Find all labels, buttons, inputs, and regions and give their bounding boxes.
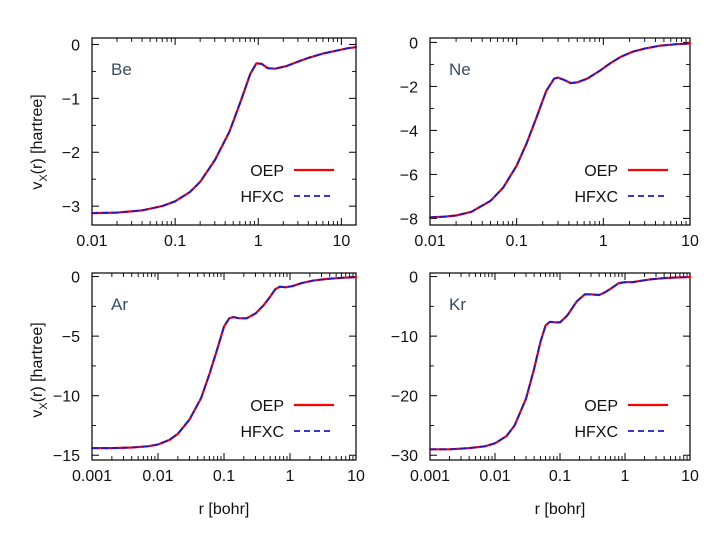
panel-kr: 0.001 0.01 0.1 1 10 0 −10 −20 −30 Kr OEP HFXC — [391, 270, 699, 485]
oep-series-line — [428, 275, 692, 451]
x-tick-label: 0.01 — [76, 233, 107, 250]
y-tick-label: −8 — [400, 211, 418, 228]
legend-label-oep: OEP — [584, 163, 618, 180]
hfxc-series-line — [91, 46, 357, 215]
panel-ne: 0.01 0.1 1 10 0 −2 −4 −6 −8 Ne OEP HFXC — [400, 35, 699, 250]
y-tick-label: −3 — [62, 199, 80, 216]
legend-label-oep: OEP — [250, 163, 284, 180]
plot-frame — [429, 37, 691, 226]
y-tick-label: −30 — [391, 448, 418, 465]
x-tick-label: 0.1 — [213, 468, 235, 485]
x-tick-label: 0.001 — [72, 468, 112, 485]
legend-label-hfxc: HFXC — [240, 189, 284, 206]
x-axis-title-right: r [bohr] — [535, 501, 586, 518]
y-tick-label: 0 — [71, 37, 80, 54]
x-tick-label: 0.1 — [506, 233, 528, 250]
x-tick-label: 0.1 — [549, 468, 571, 485]
y-tick-label: −20 — [391, 389, 418, 406]
y-axis-title-bottom: vX(r) [hartree] — [29, 322, 50, 417]
x-tick-label: 0.1 — [164, 233, 186, 250]
panel-label: Be — [111, 60, 132, 79]
plot-frame — [91, 272, 357, 461]
y-tick-label: −10 — [53, 389, 80, 406]
x-tick-label: 1 — [621, 468, 630, 485]
y-tick-label: −15 — [53, 448, 80, 465]
x-tick-label: 0.01 — [479, 468, 510, 485]
y-tick-label: −1 — [62, 91, 80, 108]
hfxc-series-line — [429, 276, 691, 451]
panel-be: 0.01 0.1 1 10 0 −1 −2 −3 Be OEP HFXC — [62, 37, 358, 250]
oep-series-line — [90, 276, 358, 450]
panel-label: Ne — [449, 60, 471, 79]
y-axis-title-rest: (r) [hartree] — [29, 94, 46, 174]
panel-label: Ar — [111, 295, 128, 314]
y-tick-label: −5 — [62, 329, 80, 346]
y-axis-title-v: v — [29, 410, 46, 418]
x-tick-label: 0.001 — [410, 468, 450, 485]
x-tick-label: 1 — [286, 468, 295, 485]
y-tick-label: −6 — [400, 167, 418, 184]
legend-label-hfxc: HFXC — [240, 424, 284, 441]
plot-frame — [91, 37, 357, 226]
plot-frame — [429, 272, 691, 461]
x-tick-label: 10 — [332, 233, 350, 250]
x-tick-label: 0.01 — [142, 468, 173, 485]
y-axis-title-sub: X — [38, 402, 50, 410]
y-tick-label: −10 — [391, 329, 418, 346]
legend-label-hfxc: HFXC — [574, 424, 618, 441]
legend-label-oep: OEP — [584, 398, 618, 415]
legend-label-oep: OEP — [250, 398, 284, 415]
x-tick-label: 1 — [254, 233, 263, 250]
y-axis-title-v: v — [29, 182, 46, 190]
panel-ar: 0.001 0.01 0.1 1 10 0 −5 −10 −15 Ar OEP HFXC — [53, 270, 365, 485]
y-axis-title-top: vX(r) [hartree] — [29, 94, 50, 189]
x-tick-label: 10 — [681, 233, 699, 250]
x-tick-label: 0.01 — [414, 233, 445, 250]
x-axis-title-left: r [bohr] — [199, 501, 250, 518]
y-axis-title-sub: X — [38, 174, 50, 182]
x-tick-label: 10 — [681, 468, 699, 485]
x-tick-label: 1 — [599, 233, 608, 250]
y-tick-label: 0 — [409, 35, 418, 52]
y-tick-label: 0 — [409, 270, 418, 287]
y-axis-title-rest: (r) [hartree] — [29, 322, 46, 402]
y-tick-label: −2 — [62, 145, 80, 162]
hfxc-series-line — [91, 276, 357, 450]
y-tick-label: −4 — [400, 123, 418, 140]
y-tick-label: 0 — [71, 270, 80, 287]
panel-label: Kr — [449, 295, 466, 314]
x-tick-label: 10 — [347, 468, 365, 485]
legend-label-hfxc: HFXC — [574, 189, 618, 206]
y-tick-label: −2 — [400, 79, 418, 96]
hfxc-series-line — [429, 42, 691, 219]
